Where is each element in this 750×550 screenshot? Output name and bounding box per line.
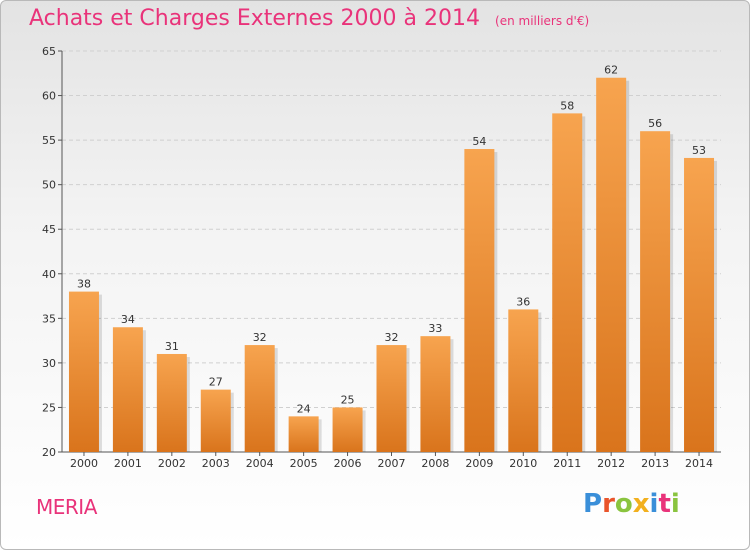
bar [508,309,539,452]
bar [112,327,143,452]
logo-letter: i [670,489,680,519]
logo-letter: t [658,489,671,519]
y-tick-label: 60 [42,90,56,103]
value-label: 53 [692,144,706,157]
title-block: Achats et Charges Externes 2000 à 2014 (… [29,6,589,31]
bar-chart: 20 25 30 35 40 45 50 55 60 65 38 2000 34 2001 31 2002 27… [42,45,721,470]
value-label: 62 [604,64,618,77]
value-label: 32 [253,331,267,344]
value-label: 24 [297,402,311,415]
logo-letter: o [614,489,633,519]
bar [332,407,363,452]
x-tick-label: 2014 [685,457,713,470]
value-label: 36 [516,295,530,308]
bar [464,149,495,452]
bar [244,345,275,452]
logo-letter: x [632,489,650,519]
value-label: 56 [648,117,662,130]
x-tick-label: 2000 [70,457,98,470]
y-tick-label: 65 [42,45,56,58]
value-label: 25 [341,393,355,406]
bar [288,416,319,452]
value-label: 38 [77,278,91,291]
place-name: MERIA [36,495,97,519]
chart-unit: (en milliers d'€) [495,14,590,28]
x-tick-label: 2008 [421,457,449,470]
bar [684,157,715,452]
x-tick-label: 2007 [378,457,406,470]
value-label: 34 [121,313,135,326]
x-tick-label: 2009 [465,457,493,470]
bar [640,131,671,452]
x-tick-label: 2005 [290,457,318,470]
y-tick-label: 55 [42,134,56,147]
x-tick-label: 2002 [158,457,186,470]
x-tick-label: 2012 [597,457,625,470]
y-tick-label: 30 [42,357,56,370]
x-tick-label: 2013 [641,457,669,470]
y-tick-label: 20 [42,446,56,459]
value-label: 31 [165,340,179,353]
value-label: 58 [560,99,574,112]
value-label: 54 [472,135,486,148]
y-tick-label: 50 [42,179,56,192]
x-tick-label: 2003 [202,457,230,470]
bar [156,353,187,452]
chart-title: Achats et Charges Externes 2000 à 2014 [29,6,480,31]
value-label: 32 [385,331,399,344]
logo-letter: P [583,489,603,519]
value-label: 27 [209,376,223,389]
value-label: 33 [428,322,442,335]
y-tick-label: 40 [42,268,56,281]
x-tick-label: 2006 [334,457,362,470]
x-tick-label: 2004 [246,457,274,470]
bar [200,389,231,452]
x-tick-label: 2011 [553,457,581,470]
x-tick-label: 2010 [509,457,537,470]
bar [596,77,627,452]
proxiti-logo: Proxiti [583,489,680,519]
bar [552,113,583,452]
y-tick-label: 35 [42,312,56,325]
bar [420,336,451,452]
logo-letter: i [649,489,659,519]
y-tick-label: 25 [42,401,56,414]
bar [68,291,99,452]
y-tick-label: 45 [42,223,56,236]
x-tick-label: 2001 [114,457,142,470]
bar [376,345,407,452]
logo-letter: r [602,489,615,519]
